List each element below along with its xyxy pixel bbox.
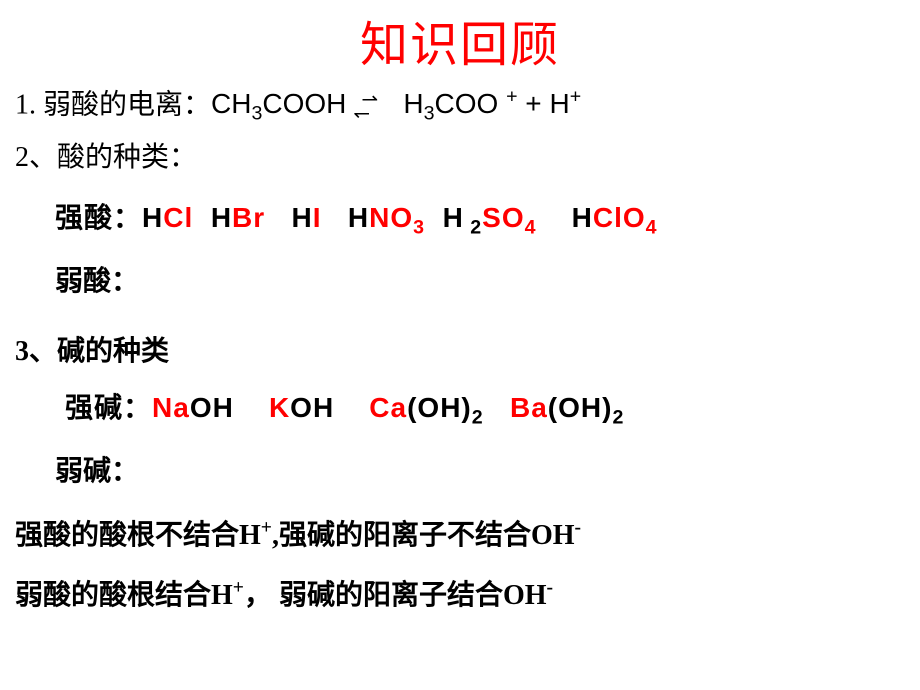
- c1-sup1: +: [261, 518, 272, 539]
- k: K: [269, 392, 290, 423]
- sub-3: 3: [251, 103, 262, 125]
- clo-sub: 4: [646, 217, 658, 239]
- formula-right: H3COO + + H+: [403, 88, 581, 119]
- cl: Cl: [163, 202, 193, 233]
- c1-part2: ,强碱的阳离子不结合OH: [272, 520, 575, 551]
- ch-text: CH: [211, 88, 251, 119]
- sup-plus2: +: [570, 86, 581, 108]
- oh-1: OH: [190, 392, 234, 423]
- clo-text: ClO: [593, 202, 646, 233]
- cooh-text: COOH: [262, 88, 346, 119]
- h-3: H: [292, 202, 313, 233]
- c2-part2: ， 弱碱的阳离子结合OH: [244, 580, 547, 611]
- so-text: SO: [482, 202, 524, 233]
- strong-base-label: 强碱：: [65, 393, 152, 424]
- line-1-ionization: 1. 弱酸的电离：CH3COOH ⇀ ↽ H3COO + + H+: [0, 83, 920, 129]
- h-1: H: [142, 202, 163, 233]
- no-sub: 3: [413, 217, 425, 239]
- so-sub: 4: [525, 217, 537, 239]
- strong-base-line: 强碱：NaOH KOH Ca(OH)2 Ba(OH)2: [0, 387, 920, 433]
- coo-text: COO: [435, 88, 499, 119]
- oh-4: (OH)2: [548, 392, 625, 423]
- sub-3b: 3: [424, 103, 435, 125]
- arrow-left: ↽: [353, 99, 370, 129]
- oh4-sub: 2: [612, 407, 624, 429]
- so: SO4: [482, 202, 536, 233]
- conclusion-1: 强酸的酸根不结合H+,强碱的阳离子不结合OH-: [0, 513, 920, 553]
- h-6: H: [572, 202, 593, 233]
- line1-prefix: 1. 弱酸的电离：: [15, 89, 211, 120]
- strong-acid-line: 强酸：HCl HBr HI HNO3 H 2SO4 HClO4: [0, 197, 920, 243]
- c1-sup2: -: [575, 518, 582, 539]
- plus-text: +: [518, 88, 550, 119]
- oh3-sub: 2: [472, 407, 484, 429]
- c1-part1: 强酸的酸根不结合H: [15, 520, 261, 551]
- oh4-text: (OH): [548, 392, 613, 423]
- clo: ClO4: [593, 202, 658, 233]
- c2-sup2: -: [547, 578, 554, 599]
- h-text: H: [403, 88, 423, 119]
- ba: Ba: [510, 392, 548, 423]
- weak-acid-line: 弱酸：: [0, 261, 920, 303]
- oh-3: (OH)2: [407, 392, 484, 423]
- h-5: H 2: [443, 202, 483, 233]
- c2-sup1: +: [233, 578, 244, 599]
- h2-text: H: [549, 88, 569, 119]
- br: Br: [232, 202, 265, 233]
- c2-part1: 弱酸的酸根结合H: [15, 580, 233, 611]
- line-2-acid-types: 2、酸的种类：: [0, 137, 920, 179]
- ca: Ca: [369, 392, 407, 423]
- no: NO3: [369, 202, 425, 233]
- i: I: [313, 202, 322, 233]
- weak-base-line: 弱碱：: [0, 451, 920, 493]
- oh-2: OH: [290, 392, 334, 423]
- na: Na: [152, 392, 190, 423]
- line-3-base-types: 3、碱的种类: [0, 331, 920, 373]
- strong-acid-label: 强酸：: [55, 203, 142, 234]
- formula-ch3cooh: CH3COOH: [211, 88, 346, 119]
- page-title: 知识回顾: [0, 0, 920, 83]
- h5-sub: 2: [464, 217, 482, 239]
- oh3-text: (OH): [407, 392, 472, 423]
- h-4: H: [348, 202, 369, 233]
- equilibrium-arrow: ⇀ ↽: [353, 83, 403, 125]
- h-2: H: [211, 202, 232, 233]
- no-text: NO: [369, 202, 413, 233]
- conclusion-2: 弱酸的酸根结合H+， 弱碱的阳离子结合OH-: [0, 573, 920, 613]
- h5-text: H: [443, 202, 464, 233]
- sup-plus: +: [506, 86, 517, 108]
